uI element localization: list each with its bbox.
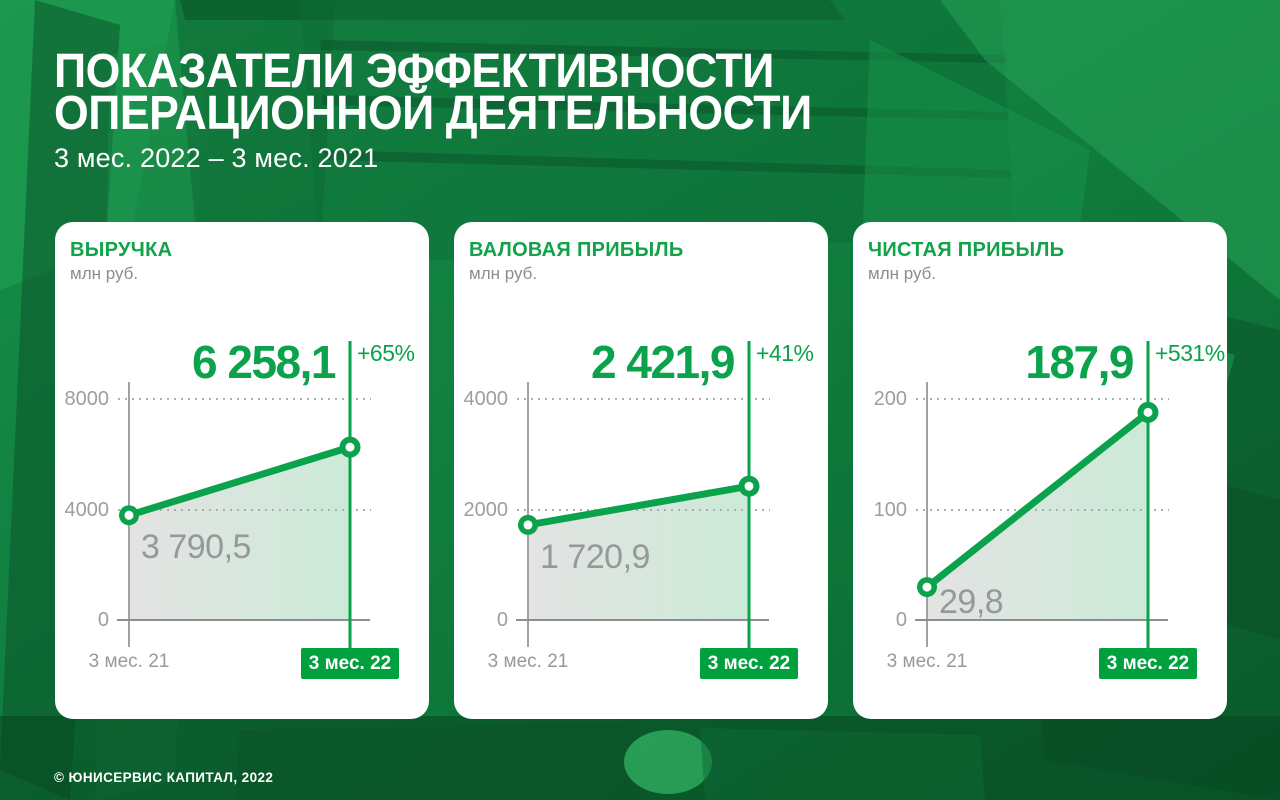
x-label-current-period-badge: 3 мес. 22 [700,648,798,679]
y-tick-label: 4000 [64,499,110,521]
end-data-point-center [1143,407,1153,417]
page-title: ПОКАЗАТЕЛИ ЭФФЕКТИВНОСТИ ОПЕРАЦИОННОЙ ДЕ… [54,45,869,140]
start-data-point-center [922,582,932,592]
current-value: 6 258,1 [192,336,336,388]
card-title: ВАЛОВАЯ ПРИБЫЛЬ [469,239,684,261]
start-data-point-center [523,520,533,530]
period-subtitle: 3 мес. 2022 – 3 мес. 2021 [54,143,379,173]
area-fill [528,486,749,620]
page-title-line1: ПОКАЗАТЕЛИ ЭФФЕКТИВНОСТИ [54,45,774,98]
gross-profit-chart [516,341,770,649]
header: ПОКАЗАТЕЛИ ЭФФЕКТИВНОСТИ ОПЕРАЦИОННОЙ ДЕ… [54,45,869,140]
card-unit: млн руб. [868,264,937,283]
x-label-current-period-badge: 3 мес. 22 [1099,648,1197,679]
area-fill [129,447,350,620]
start-value-label: 1 720,9 [540,537,650,576]
current-value: 187,9 [1025,336,1134,388]
card-unit: млн руб. [70,264,139,283]
revenue-card: ВЫРУЧКА млн руб. 6 258,1 +65% 8000 4000 [55,222,429,719]
current-value: 2 421,9 [591,336,735,388]
x-label-current-period-badge: 3 мес. 22 [301,648,399,679]
y-tick-label: 4000 [463,388,509,410]
card-title: ВЫРУЧКА [70,239,173,261]
net-profit-chart [915,341,1169,649]
end-data-point-center [345,442,355,452]
revenue-chart [117,341,371,649]
start-value-label: 29,8 [939,583,1004,621]
y-tick-label: 200 [873,388,907,410]
net-profit-card: ЧИСТАЯ ПРИБЫЛЬ млн руб. 187,9 +531% 200 [853,222,1227,719]
x-label-previous-period: 3 мес. 21 [487,651,569,672]
start-value-label: 3 790,5 [141,528,251,567]
end-data-point-center [744,481,754,491]
trend-line [923,408,1152,591]
page-title-line2: ОПЕРАЦИОННОЙ ДЕЯТЕЛЬНОСТИ [54,87,812,140]
footer: © ЮНИСЕРВИС КАПИТАЛ, 2022 [54,770,273,785]
change-percent: +65% [357,340,415,366]
x-label-previous-period: 3 мес. 21 [88,651,170,672]
card-unit: млн руб. [469,264,538,283]
x-label-previous-period: 3 мес. 21 [886,651,968,672]
y-tick-label: 8000 [64,388,110,410]
change-percent: +41% [756,340,814,366]
start-data-point-center [124,510,134,520]
metric-cards-row: ВЫРУЧКА млн руб. 6 258,1 +65% 8000 4000 [55,222,1227,719]
change-percent: +531% [1155,340,1225,366]
y-tick-label: 2000 [463,499,509,521]
y-tick-label: 100 [873,499,907,521]
copyright-text: © ЮНИСЕРВИС КАПИТАЛ, 2022 [54,770,274,785]
area-fill [927,412,1148,620]
y-tick-label: 0 [895,609,907,631]
gross-profit-card: ВАЛОВАЯ ПРИБЫЛЬ млн руб. 2 421,9 +41% 40… [454,222,828,719]
y-tick-label: 0 [496,609,508,631]
trend-line [524,482,753,529]
card-title: ЧИСТАЯ ПРИБЫЛЬ [868,239,1065,261]
trend-line [125,443,354,519]
y-tick-label: 0 [97,609,109,631]
